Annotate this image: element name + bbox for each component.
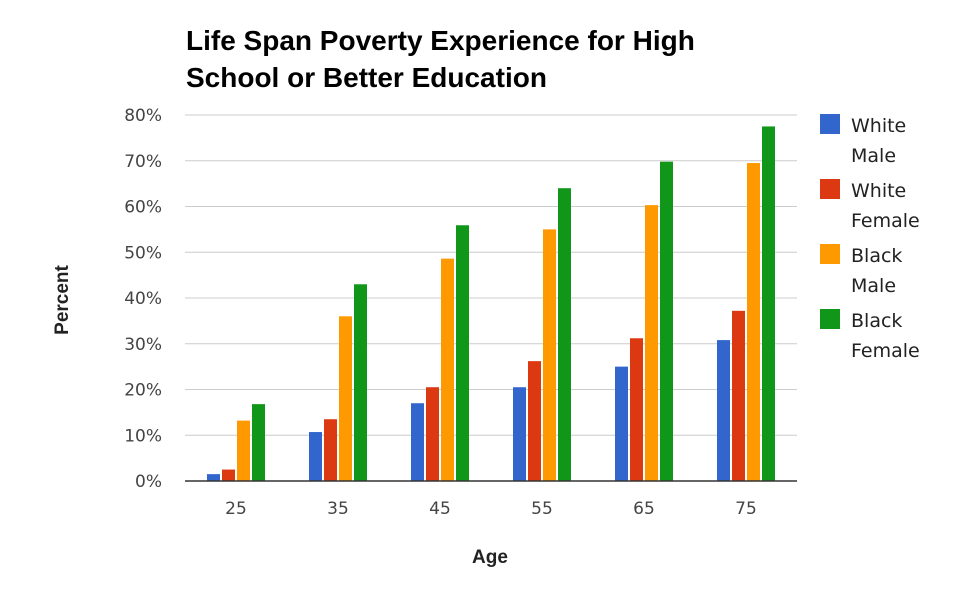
y-tick-label: 40% [124,289,162,309]
legend-label: Male [851,145,896,167]
bars [207,126,775,482]
x-axis-title: Age [472,547,508,568]
bar-white-male-45 [411,403,424,481]
bar-black-male-55 [543,229,556,481]
bar-white-male-75 [717,340,730,481]
bar-black-female-65 [660,161,673,482]
y-tick-label: 60% [124,198,162,218]
y-tick-label: 50% [124,243,162,263]
y-tick-label: 10% [124,426,162,446]
bar-black-female-55 [558,188,571,481]
bar-black-male-75 [747,163,760,481]
bar-black-female-75 [762,126,775,481]
y-tick-label: 70% [124,152,162,172]
bar-white-male-25 [207,474,220,481]
legend-swatch [820,114,840,134]
legend-swatch [820,244,840,264]
legend-label: White [851,180,906,202]
bar-white-female-45 [426,387,439,481]
bar-black-male-25 [237,420,250,481]
x-tick-label: 75 [735,499,757,519]
chart-title-line-2: School or Better Education [186,62,547,93]
y-tick-label: 80% [124,106,162,126]
legend-label: Male [851,275,896,297]
x-tick-label: 25 [225,499,247,519]
bar-white-female-65 [630,338,643,481]
legend-swatch [820,179,840,199]
x-axis-ticks: 25 35 45 55 65 75 [225,499,757,519]
bar-black-female-25 [252,404,265,481]
chart-title-line-1: Life Span Poverty Experience for High [186,25,695,56]
y-tick-label: 20% [124,381,162,401]
legend-label: Female [851,210,920,232]
bar-black-male-35 [339,316,352,481]
bar-black-female-45 [456,225,469,481]
bar-white-male-35 [309,432,322,481]
legend-label: Female [851,340,920,362]
bar-white-female-55 [528,361,541,481]
legend: White Male White Female Black Male Black Female [820,114,920,362]
bar-black-male-65 [645,205,658,481]
bar-white-female-75 [732,310,745,481]
bar-black-female-35 [354,284,367,481]
bar-white-female-25 [222,469,235,481]
x-tick-label: 45 [429,499,451,519]
x-tick-label: 35 [327,499,349,519]
bar-black-male-45 [441,258,454,481]
y-axis-title: Percent [52,264,73,334]
legend-label: Black [851,245,902,267]
y-axis-ticks: 0% 10% 20% 30% 40% 50% 60% 70% 80% [124,106,162,492]
x-tick-label: 55 [531,499,553,519]
y-tick-label: 0% [135,472,162,492]
legend-swatch [820,309,840,329]
bar-white-male-65 [615,366,628,481]
bar-white-female-35 [324,419,337,481]
x-tick-label: 65 [633,499,655,519]
legend-label: White [851,115,906,137]
y-tick-label: 30% [124,335,162,355]
gridlines [185,114,797,436]
legend-label: Black [851,310,902,332]
bar-white-male-55 [513,387,526,481]
